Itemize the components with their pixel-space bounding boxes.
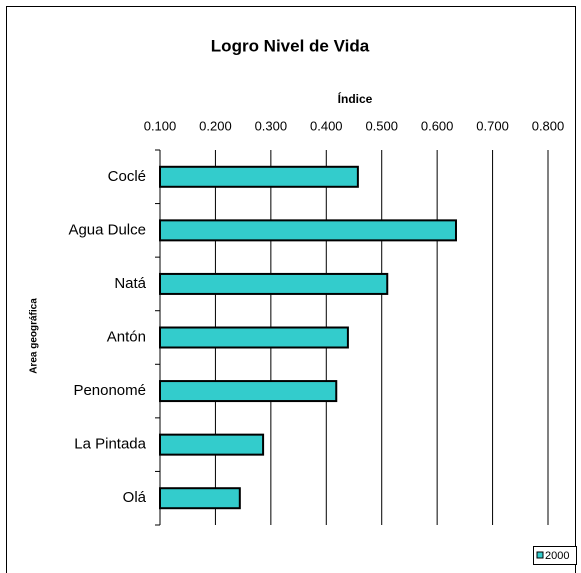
x-tick-label: 0.200 bbox=[199, 118, 232, 133]
y-tick-label: Penonomé bbox=[73, 382, 146, 399]
bar bbox=[159, 380, 338, 403]
x-tick-label: 0.100 bbox=[144, 118, 177, 133]
bar bbox=[159, 219, 457, 242]
x-tick-label: 0.500 bbox=[365, 118, 398, 133]
y-tick-label: La Pintada bbox=[74, 436, 146, 453]
bar bbox=[159, 433, 265, 456]
chart-title: Logro Nivel de Vida bbox=[211, 36, 370, 55]
x-tick-label: 0.600 bbox=[421, 118, 454, 133]
legend-swatch bbox=[536, 551, 544, 559]
x-tick-label: 0.300 bbox=[255, 118, 288, 133]
legend-box bbox=[533, 546, 577, 565]
y-tick-label: Olá bbox=[123, 489, 147, 506]
bar bbox=[159, 272, 389, 295]
y-axis-label: Area geográfica bbox=[29, 298, 40, 374]
x-tick-label: 0.400 bbox=[310, 118, 343, 133]
x-tick-label: 0.800 bbox=[532, 118, 565, 133]
x-tick-label: 0.700 bbox=[476, 118, 509, 133]
bar bbox=[159, 326, 349, 349]
y-tick-label: Natá bbox=[114, 275, 146, 292]
y-tick-label: Agua Dulce bbox=[68, 221, 146, 238]
bar bbox=[159, 165, 359, 188]
y-tick-label: Coclé bbox=[108, 168, 146, 185]
legend-label: 2000 bbox=[545, 550, 569, 562]
x-axis-label: Índice bbox=[338, 91, 373, 106]
y-tick-label: Antón bbox=[107, 328, 146, 345]
bar bbox=[159, 487, 241, 510]
